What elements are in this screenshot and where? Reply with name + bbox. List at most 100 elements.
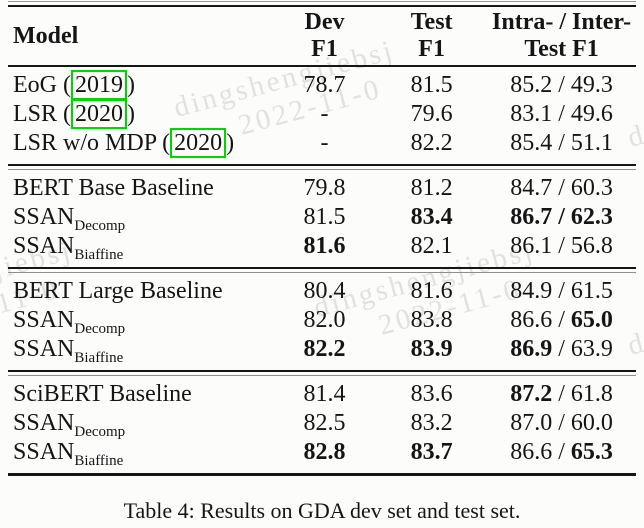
intra-inter-value: 86.6 / 65.3 — [487, 438, 636, 467]
model-cell: SciBERT Baseline — [13, 381, 192, 407]
header-model: Model — [13, 22, 79, 49]
inter-f1-text: 65.3 — [570, 439, 613, 465]
test-f1-value: 82.1 — [410, 233, 453, 259]
header-dev-f1: Dev F1 — [273, 9, 376, 63]
header-dev-line2: F1 — [311, 36, 338, 62]
dev-f1-value: - — [320, 101, 329, 127]
citation-link[interactable]: 2020 — [71, 99, 128, 129]
model-subscript: Decomp — [74, 423, 126, 440]
model-cell: SSANDecomp — [8, 306, 273, 337]
test-f1-value: 81.6 — [410, 278, 453, 304]
model-cell: EoG (2019) — [8, 70, 273, 100]
test-f1-value: 83.6 — [410, 381, 453, 407]
model-name-text: EoG ( — [13, 72, 71, 98]
model-subscript: Decomp — [74, 320, 126, 337]
header-intra-inter-f1: Intra- / Inter- Test F1 — [487, 9, 636, 63]
intra-f1-text: 83.1 — [510, 101, 553, 127]
results-table: Model Dev F1 Test F1 Intra- / Inter- Tes… — [8, 1, 636, 524]
model-name-text: SSAN — [13, 410, 75, 436]
test-f1-value: 83.9 — [410, 336, 453, 362]
slash-separator: / — [552, 336, 571, 362]
model-name-text: SSAN — [13, 204, 75, 230]
model-name-text: LSR w/o MDP ( — [13, 130, 171, 156]
intra-f1-text: 86.6 — [510, 307, 553, 333]
inter-f1-text: 49.3 — [570, 72, 613, 98]
table-header-row: Model Dev F1 Test F1 Intra- / Inter- Tes… — [8, 7, 636, 65]
intra-inter-value: 87.0 / 60.0 — [487, 409, 636, 438]
dev-f1-value: 81.5 — [303, 204, 346, 230]
section-scibert: SciBERT Baseline 81.4 83.6 87.2 / 61.8 S… — [8, 376, 636, 473]
model-name-text: SSAN — [13, 233, 75, 259]
model-cell: BERT Base Baseline — [13, 175, 214, 201]
intra-inter-value: 86.7 / 62.3 — [487, 203, 636, 232]
intra-inter-value: 86.6 / 65.0 — [487, 306, 636, 335]
dev-f1-value: 79.8 — [303, 175, 346, 201]
model-subscript: Biaffine — [74, 246, 124, 263]
table-row: EoG (2019) 78.7 81.5 85.2 / 49.3 — [8, 70, 636, 100]
intra-inter-value: 85.2 / 49.3 — [487, 71, 636, 100]
section-bert-base: BERT Base Baseline 79.8 81.2 84.7 / 60.3… — [8, 170, 636, 267]
intra-f1-text: 87.0 — [510, 410, 553, 436]
section-rule — [8, 164, 636, 170]
slash-separator: / — [552, 175, 571, 201]
model-subscript: Biaffine — [74, 452, 124, 469]
header-test-line1: Test — [410, 9, 453, 35]
test-f1-value: 82.2 — [410, 130, 453, 156]
dev-f1-value: 81.6 — [303, 233, 346, 259]
intra-f1-text: 84.7 — [510, 175, 553, 201]
table-row: SSANDecomp 82.5 83.2 87.0 / 60.0 — [8, 409, 636, 440]
table-caption: Table 4: Results on GDA dev set and test… — [123, 498, 521, 523]
intra-f1-text: 86.6 — [510, 439, 553, 465]
section-rule — [8, 370, 636, 376]
model-cell: SSANBiaffine — [8, 438, 273, 469]
citation-link[interactable]: 2019 — [70, 70, 127, 100]
inter-f1-text: 61.5 — [570, 278, 613, 304]
section-prior-work: EoG (2019) 78.7 81.5 85.2 / 49.3 LSR (20… — [8, 67, 636, 164]
header-test-f1: Test F1 — [376, 9, 487, 63]
table-row: BERT Base Baseline 79.8 81.2 84.7 / 60.3 — [8, 174, 636, 203]
model-cell: LSR (2020) — [8, 99, 273, 129]
table-row: SSANBiaffine 81.6 82.1 86.1 / 56.8 — [8, 232, 636, 263]
slash-separator: / — [552, 307, 571, 333]
dev-f1-value: 81.4 — [303, 381, 346, 407]
model-name-text: SSAN — [13, 307, 75, 333]
intra-f1-text: 86.7 — [510, 204, 553, 230]
dev-f1-value: 82.2 — [303, 336, 346, 362]
citation-link[interactable]: 2020 — [170, 128, 227, 158]
section-bert-large: BERT Large Baseline 80.4 81.6 84.9 / 61.… — [8, 273, 636, 370]
intra-inter-value: 83.1 / 49.6 — [487, 100, 636, 129]
intra-inter-value: 86.9 / 63.9 — [487, 335, 636, 364]
model-subscript: Biaffine — [74, 349, 124, 366]
dev-f1-value: - — [320, 130, 329, 156]
slash-separator: / — [552, 130, 571, 156]
table-row: SSANDecomp 81.5 83.4 86.7 / 62.3 — [8, 203, 636, 234]
model-name-text: LSR ( — [13, 101, 72, 127]
slash-separator: / — [552, 72, 571, 98]
header-intra-line1: Intra- / Inter- — [492, 9, 632, 35]
model-cell: SSANBiaffine — [8, 335, 273, 366]
inter-f1-text: 61.8 — [570, 381, 613, 407]
table-row: SSANBiaffine 82.8 83.7 86.6 / 65.3 — [8, 438, 636, 469]
model-cell: SSANDecomp — [8, 409, 273, 440]
slash-separator: / — [552, 233, 571, 259]
test-f1-value: 83.2 — [410, 410, 453, 436]
intra-inter-value: 84.9 / 61.5 — [487, 277, 636, 306]
table-row: SSANDecomp 82.0 83.8 86.6 / 65.0 — [8, 306, 636, 337]
dev-f1-value: 82.0 — [303, 307, 346, 333]
dev-f1-value: 82.8 — [303, 439, 346, 465]
model-subscript: Decomp — [74, 217, 126, 234]
test-f1-value: 83.8 — [410, 307, 453, 333]
inter-f1-text: 60.3 — [570, 175, 613, 201]
model-cell: BERT Large Baseline — [13, 278, 223, 304]
table-row: LSR (2020) - 79.6 83.1 / 49.6 — [8, 99, 636, 129]
model-name-text: SSAN — [13, 439, 75, 465]
dev-f1-value: 78.7 — [303, 72, 346, 98]
intra-f1-text: 85.4 — [510, 130, 553, 156]
slash-separator: / — [552, 204, 571, 230]
test-f1-value: 81.5 — [410, 72, 453, 98]
intra-inter-value: 87.2 / 61.8 — [487, 380, 636, 409]
inter-f1-text: 56.8 — [570, 233, 613, 259]
intra-inter-value: 86.1 / 56.8 — [487, 232, 636, 261]
intra-f1-text: 86.9 — [510, 336, 553, 362]
header-test-line2: F1 — [418, 36, 445, 62]
